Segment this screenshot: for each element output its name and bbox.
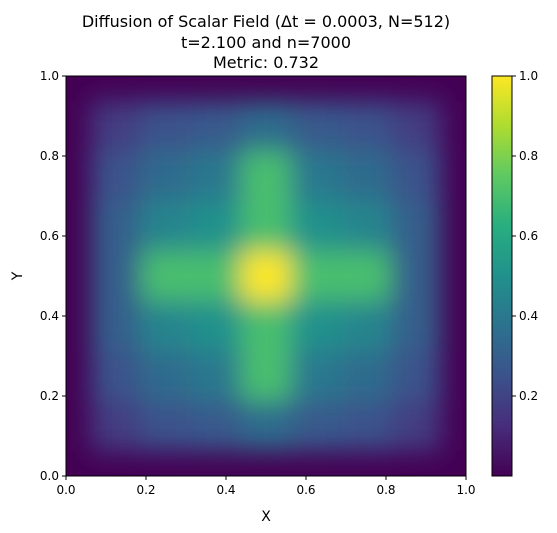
heatmap-cell [91,201,141,251]
heatmap-cell [91,351,141,401]
heatmap-cell [391,351,441,401]
heatmap-cell [141,301,191,351]
y-tick-label: 0.2 [40,389,59,403]
heatmap-cell [341,151,391,201]
chart-title-line-2: t=2.100 and n=7000 [180,33,352,52]
y-tick-label: 0.6 [40,229,59,243]
heatmap-cell [141,251,191,301]
heatmap-cell [291,401,341,451]
heatmap-cell [141,101,191,151]
heatmap-cell [291,251,341,301]
heatmap-cell [141,201,191,251]
x-tick-label: 0.6 [296,483,315,497]
heatmap-cell [141,151,191,201]
heatmap-cell [241,301,291,351]
heatmap-cell [91,251,141,301]
heatmap-cell [241,101,291,151]
y-axis: 0.0 0.2 0.4 0.6 0.8 1.0 [40,69,66,483]
heatmap-cell [391,251,441,301]
heatmap-cell [291,351,341,401]
x-tick-label: 1.0 [456,483,475,497]
x-axis-label: X [261,509,271,525]
x-tick-label: 0.8 [376,483,395,497]
colorbar-tick-label: 0.4 [519,309,538,323]
colorbar-tick-label: 0.8 [519,149,538,163]
heatmap-cell [241,401,291,451]
heatmap-cell [341,301,391,351]
x-tick-label: 0.4 [216,483,235,497]
heatmap-cell [341,401,391,451]
heatmap-cell [191,401,241,451]
heatmap-cell [341,351,391,401]
scalar-field-heatmap [91,101,441,451]
heatmap-cell [291,201,341,251]
y-axis-label: Y [10,271,26,281]
x-tick-label: 0.2 [136,483,155,497]
heatmap-cell [91,301,141,351]
y-tick-label: 1.0 [40,69,59,83]
heatmap-cell [341,101,391,151]
heatmap-cell [141,401,191,451]
heatmap-cell [291,101,341,151]
y-tick-label: 0.4 [40,309,59,323]
heatmap-cell [291,151,341,201]
heatmap-cell [191,301,241,351]
colorbar-tick-label: 0.6 [519,229,538,243]
colorbar [492,76,512,476]
heatmap-cell [341,201,391,251]
heatmap-cell [191,151,241,201]
colorbar-axis: 0.2 0.4 0.6 0.8 1.0 [512,69,538,403]
heatmap-cell [241,351,291,401]
heatmap-cell [191,201,241,251]
heatmap-cell [241,251,291,301]
heatmap-cell [91,401,141,451]
heatmap-cell [391,301,441,351]
heatmap-cell [291,301,341,351]
y-tick-label: 0.0 [40,469,59,483]
heatmap-cell [341,251,391,301]
chart-title-line-1: Diffusion of Scalar Field (Δt = 0.0003, … [81,12,451,31]
heatmap-cell [91,101,141,151]
heatmap-cell [391,401,441,451]
colorbar-tick-label: 1.0 [519,69,538,83]
x-tick-label: 0.0 [56,483,75,497]
y-tick-label: 0.8 [40,149,59,163]
colorbar-frame [491,75,513,477]
heatmap-cell [391,201,441,251]
heatmap-cell [241,201,291,251]
heatmap-cell [191,251,241,301]
heatmap-cell [191,351,241,401]
colorbar-tick-label: 0.2 [519,389,538,403]
heatmap-cell [391,151,441,201]
heatmap-cell [241,151,291,201]
x-axis: 0.0 0.2 0.4 0.6 0.8 1.0 [56,476,476,497]
heatmap-cell [141,351,191,401]
chart-title-line-3: Metric: 0.732 [212,53,320,72]
plot-frame [65,75,467,477]
heatmap-cell [191,101,241,151]
heatmap-cell [91,151,141,201]
heatmap-cell [391,101,441,151]
